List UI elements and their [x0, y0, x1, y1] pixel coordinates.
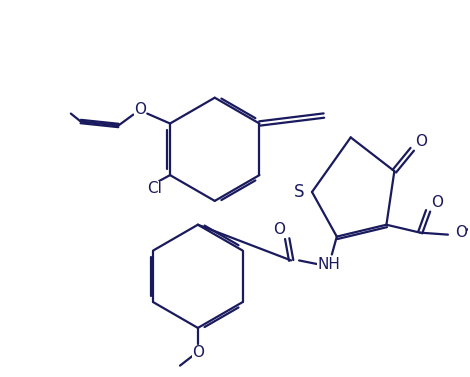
Text: O: O — [134, 102, 146, 117]
Text: O: O — [415, 134, 427, 149]
Text: Cl: Cl — [147, 181, 162, 196]
Text: O: O — [431, 195, 443, 210]
Text: O: O — [192, 345, 204, 360]
Text: NH: NH — [317, 257, 340, 272]
Text: O: O — [273, 222, 285, 237]
Text: O: O — [455, 225, 467, 240]
Text: S: S — [294, 183, 304, 201]
